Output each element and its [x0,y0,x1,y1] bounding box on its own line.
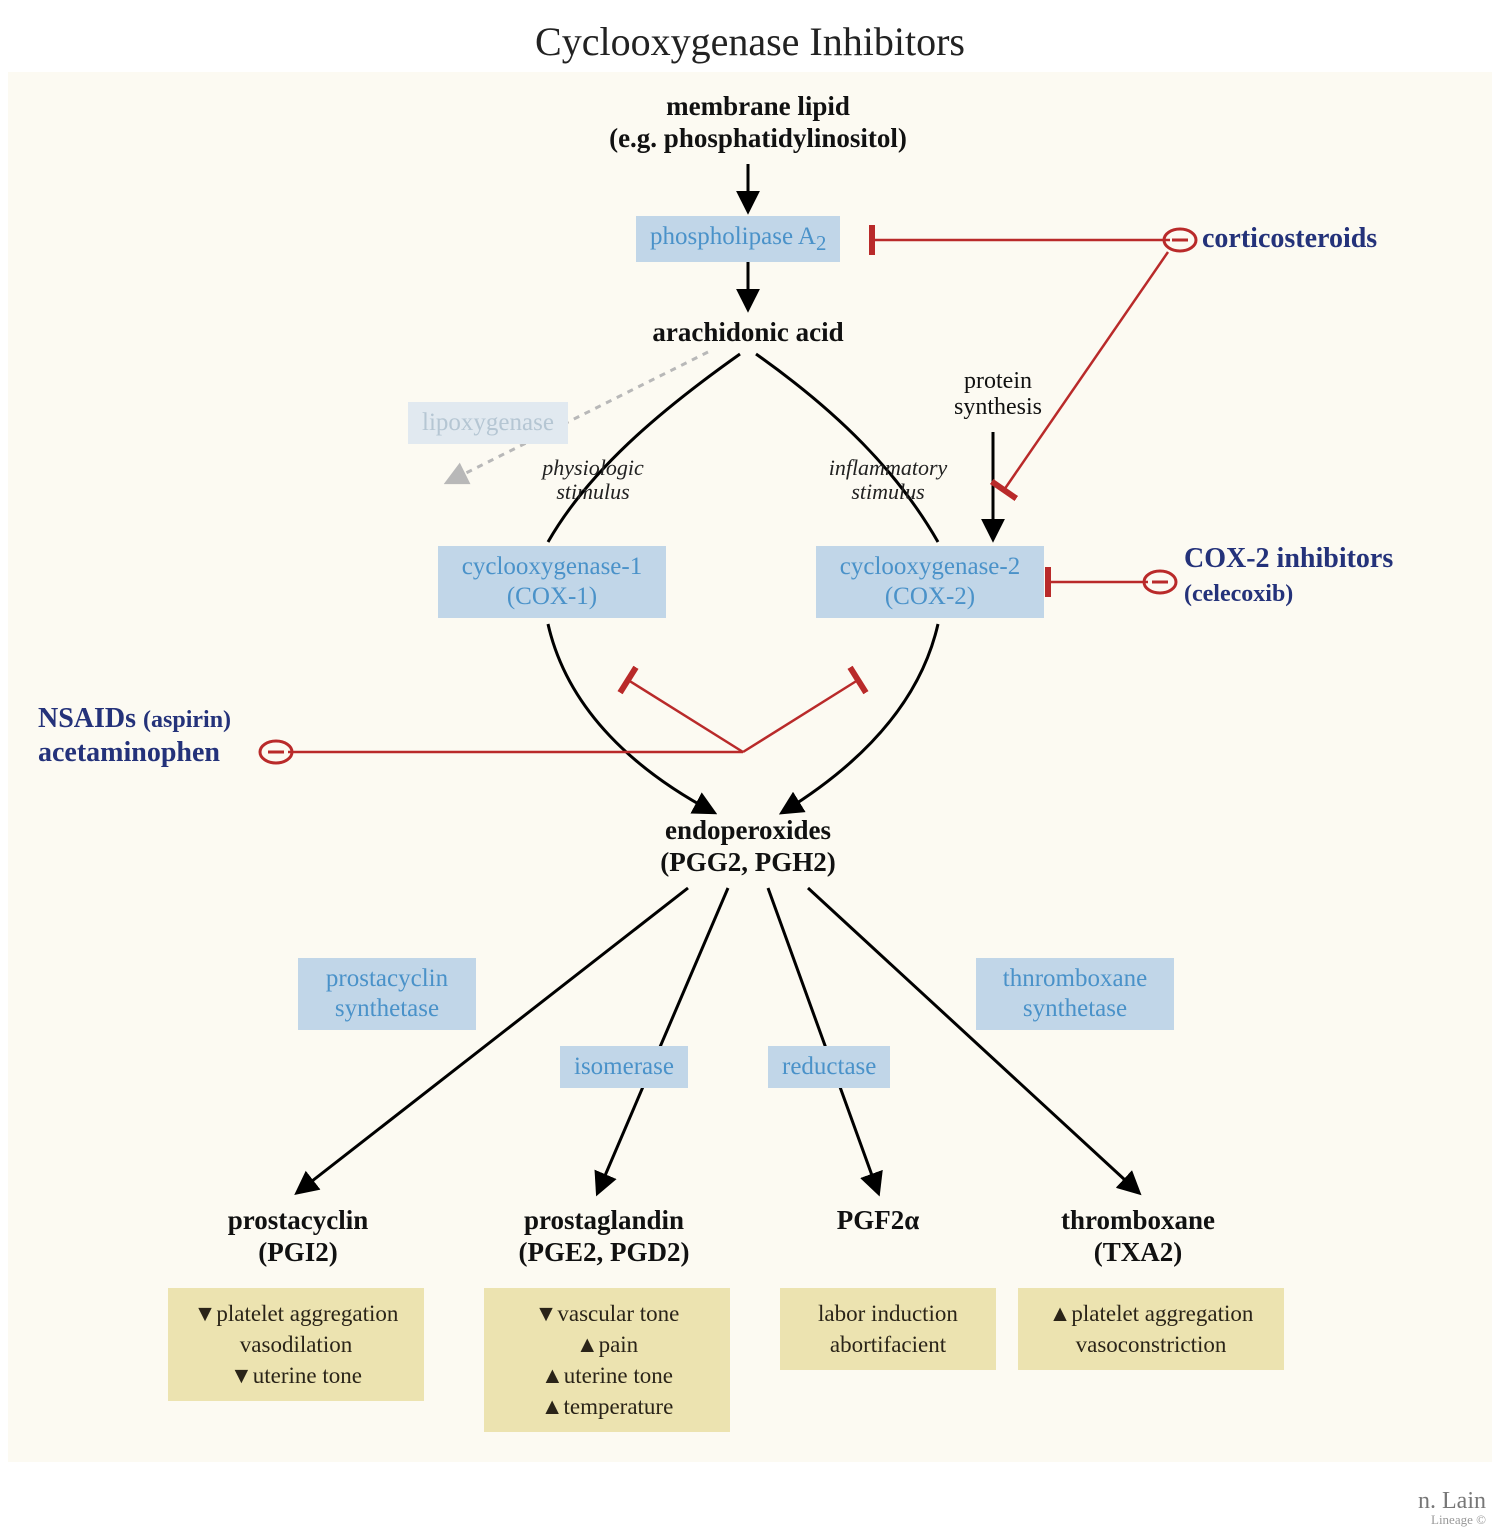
effects-pgf: labor inductionabortifacient [780,1288,996,1370]
sub: 2 [816,231,826,255]
t: synthesis [954,394,1042,420]
t: stimulus [851,479,924,504]
t: thromboxane [1061,1205,1215,1235]
node-endoperoxides: endoperoxides (PGG2, PGH2) [588,814,908,879]
signature: n. Lain Lineage © [1418,1489,1486,1526]
t: n. Lain [1418,1488,1486,1514]
t: prostacyclin [326,965,448,992]
effects-pgi: ▼platelet aggregationvasodilation▼uterin… [168,1288,424,1401]
t: Lineage © [1418,1513,1486,1526]
enzyme-reductase: reductase [768,1046,890,1088]
t: synthetase [335,995,439,1022]
t: NSAIDs [38,703,143,734]
enzyme-thromboxane-synthetase: thnromboxane synthetase [976,958,1174,1030]
enzyme-prostacyclin-synthetase: prostacyclin synthetase [298,958,476,1030]
text: (e.g. phosphatidylinositol) [609,123,907,153]
label-physiologic-stimulus: physiologic stimulus [528,456,658,504]
t: stimulus [556,479,629,504]
drug-corticosteroids: corticosteroids [1202,222,1377,256]
t: cyclooxygenase-2 [840,553,1020,580]
t: (celecoxib) [1184,581,1293,607]
t: (COX-2) [885,583,975,610]
page-title: Cyclooxygenase Inhibitors [0,0,1500,65]
t: (PGG2, PGH2) [660,847,835,877]
enzyme-phospholipase: phospholipase A2 [636,216,840,262]
t: cyclooxygenase-1 [462,553,642,580]
diagram-canvas: membrane lipid (e.g. phosphatidylinosito… [8,72,1492,1462]
node-arachidonic: arachidonic acid [608,316,888,348]
effects-pge: ▼vascular tone▲pain▲uterine tone▲tempera… [484,1288,730,1432]
node-membrane-lipid: membrane lipid (e.g. phosphatidylinosito… [528,90,988,155]
effects-txa: ▲platelet aggregationvasoconstriction [1018,1288,1284,1370]
label-inflammatory-stimulus: inflammatory stimulus [808,456,968,504]
node-thromboxane: thromboxane (TXA2) [1018,1204,1258,1269]
t: protein [964,368,1032,394]
node-prostaglandin: prostaglandin (PGE2, PGD2) [474,1204,734,1269]
drug-cox2-inhibitors: COX-2 inhibitors (celecoxib) [1184,542,1393,609]
t: thnromboxane [1003,965,1147,992]
text: phospholipase A [650,223,816,250]
text: membrane lipid [666,91,850,121]
t: acetaminophen [38,737,220,768]
enzyme-cox2: cyclooxygenase-2 (COX-2) [816,546,1044,618]
t: inflammatory [829,455,948,480]
label-protein-synthesis: protein synthesis [938,368,1058,421]
t: synthetase [1023,995,1127,1022]
enzyme-isomerase: isomerase [560,1046,688,1088]
enzyme-cox1: cyclooxygenase-1 (COX-1) [438,546,666,618]
t: COX-2 inhibitors [1184,543,1393,574]
t: prostaglandin [524,1205,684,1235]
t: (PGE2, PGD2) [519,1237,690,1267]
t: prostacyclin [228,1205,369,1235]
t: (aspirin) [143,707,231,733]
t: (PGI2) [258,1237,337,1267]
t: (COX-1) [507,583,597,610]
drug-nsaids: NSAIDs (aspirin) acetaminophen [38,702,231,769]
enzyme-lipoxygenase: lipoxygenase [408,402,568,444]
node-pgf2a: PGF2α [808,1204,948,1236]
node-prostacyclin: prostacyclin (PGI2) [178,1204,418,1269]
t: physiologic [542,455,643,480]
t: (TXA2) [1094,1237,1183,1267]
t: endoperoxides [665,815,831,845]
